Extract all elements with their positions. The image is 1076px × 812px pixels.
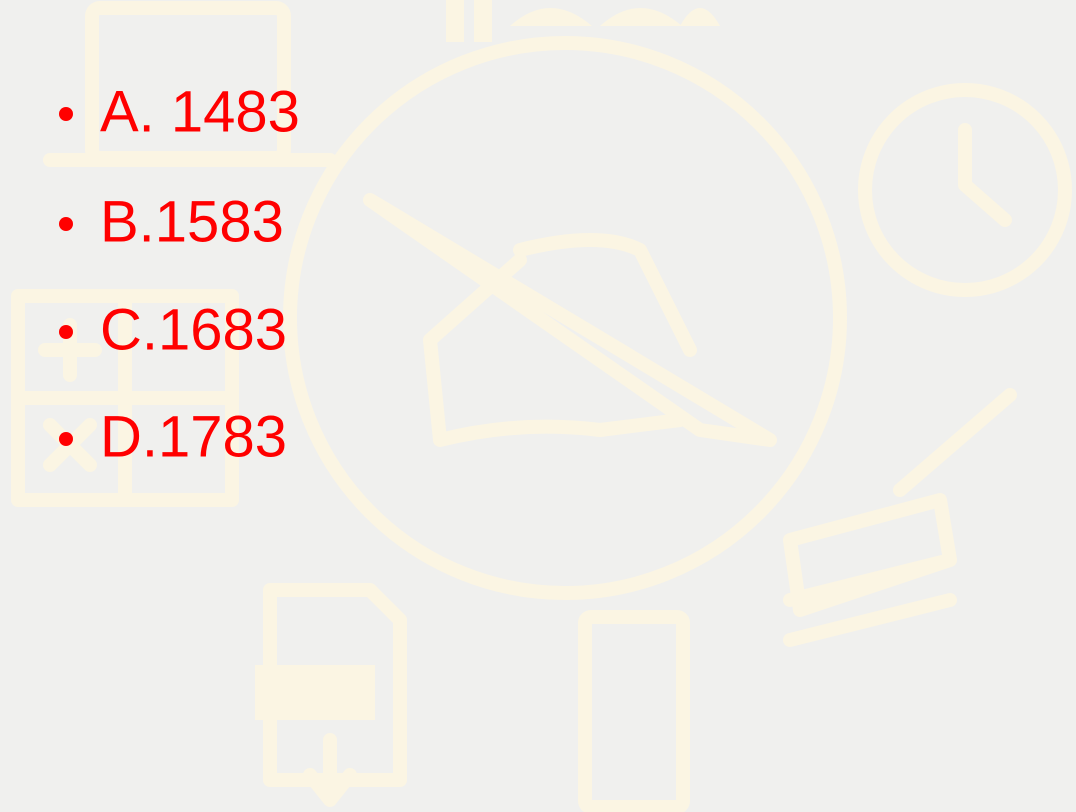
bullet-dot — [59, 325, 73, 339]
bullet-dot — [59, 107, 73, 121]
bullet-text: B.1583 — [100, 189, 284, 254]
bullet-text: C.1683 — [100, 297, 287, 362]
bullet-dot — [59, 432, 73, 446]
bullet-dot — [59, 217, 73, 231]
bullet-text: A. 1483 — [100, 79, 300, 144]
bullet-text: D.1783 — [100, 404, 287, 469]
slide: A. 1483 B.1583 C.1683 D.1783 — [0, 0, 1076, 812]
